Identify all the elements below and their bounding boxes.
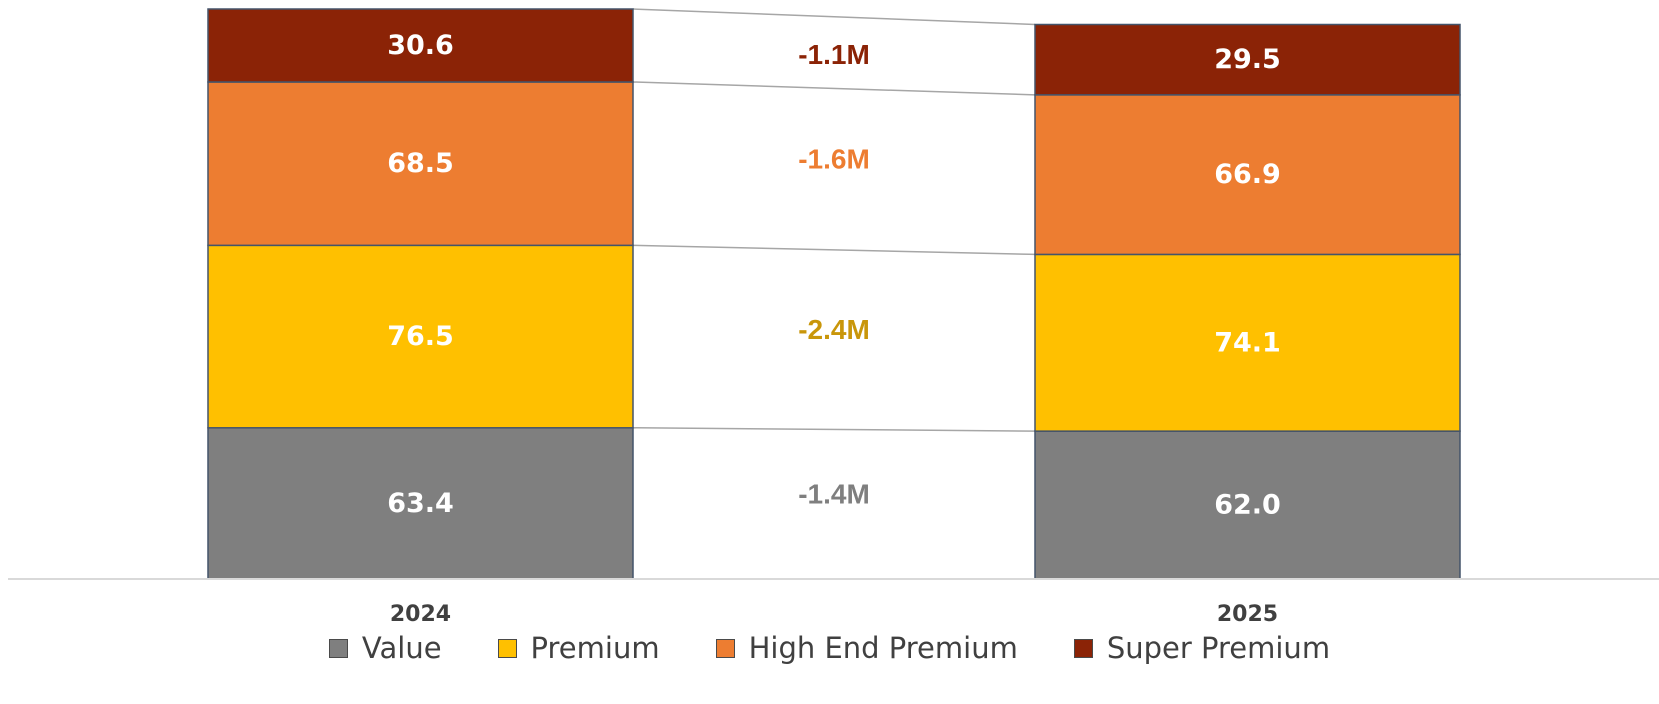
bar-premium-2024 [207,244,634,429]
change-label-super-premium: -1.1M [798,39,870,70]
bar-super-premium-2024 [207,8,634,83]
stacked-bar-chart: 63.4 76.5 68.5 30.6 62.0 74.1 66.9 29.5 -1.4M -2.… [8,8,1659,625]
category-label-2025: 2025 [1217,602,1278,625]
legend-label-value: Value [361,631,442,665]
value-label-value-2024: 63.4 [387,488,454,519]
legend-item-super-premium: Super Premium [1073,631,1331,665]
legend-item-premium: Premium [497,631,660,665]
bar-super-premium-2025 [1034,23,1461,96]
value-label-high-end-premium-2025: 66.9 [1214,159,1281,190]
bar-value-2025 [1034,430,1461,580]
value-label-super-premium-2024: 30.6 [387,30,454,61]
value-label-premium-2024: 76.5 [387,321,454,352]
value-label-value-2025: 62.0 [1214,490,1281,521]
change-label-high-end-premium: -1.6M [798,144,870,175]
value-label-premium-2025: 74.1 [1214,327,1281,358]
legend-label-premium: Premium [530,631,660,665]
value-label-super-premium-2025: 29.5 [1214,44,1281,75]
legend-swatch-high-end-premium [715,638,735,658]
legend: Value Premium High End Premium Super Premiu… [0,626,1659,670]
bar-value-2024 [207,427,634,580]
legend-item-high-end-premium: High End Premium [715,631,1018,665]
bar-premium-2025 [1034,253,1461,432]
value-label-high-end-premium-2024: 68.5 [387,148,454,179]
legend-swatch-value [328,638,348,658]
connector-high-end-premium [632,81,1036,96]
bars-group [207,8,1461,580]
legend-item-value: Value [328,631,442,665]
legend-swatch-super-premium [1073,638,1093,658]
category-label-2024: 2024 [390,602,451,625]
legend-label-high-end-premium: High End Premium [748,631,1018,665]
legend-label-super-premium: Super Premium [1106,631,1331,665]
change-label-premium: -2.4M [798,314,870,345]
connector-lines [632,8,1036,432]
bar-high-end-premium-2025 [1034,94,1461,256]
legend-swatch-premium [497,638,517,658]
category-labels: 2024 2025 [390,602,1278,625]
change-label-value: -1.4M [798,479,870,510]
connector-super-premium [632,8,1036,26]
connector-premium [632,244,1036,256]
connector-value [632,427,1036,432]
labels-group: 63.4 76.5 68.5 30.6 62.0 74.1 66.9 29.5 -1.4M -2.… [387,30,1281,521]
